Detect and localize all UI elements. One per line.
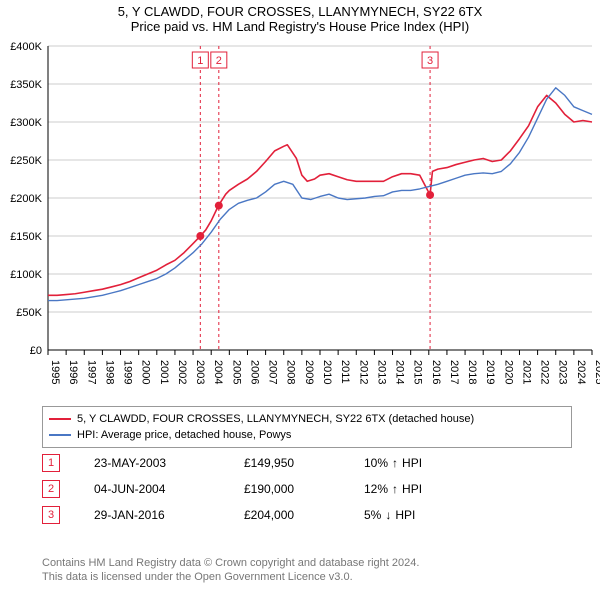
svg-text:2002: 2002 — [176, 360, 188, 384]
transaction-marker-box: 2 — [42, 480, 60, 498]
transaction-date: 29-JAN-2016 — [94, 508, 244, 522]
transaction-marker-box: 3 — [42, 506, 60, 524]
svg-text:2004: 2004 — [212, 360, 224, 384]
price-chart: £0 £50K £100K £150K £200K £250K £300K £350K £400… — [0, 40, 600, 400]
svg-text:£50K: £50K — [16, 307, 42, 319]
transaction-date: 04-JUN-2004 — [94, 482, 244, 496]
legend-label: HPI: Average price, detached house, Powy… — [77, 427, 291, 443]
svg-text:2017: 2017 — [448, 360, 460, 384]
svg-text:£200K: £200K — [10, 193, 42, 205]
svg-text:2019: 2019 — [484, 360, 496, 384]
svg-text:£300K: £300K — [10, 117, 42, 129]
svg-text:2011: 2011 — [339, 360, 351, 384]
delta-pct: 12% — [364, 482, 388, 496]
transaction-price: £149,950 — [244, 456, 364, 470]
svg-text:£0: £0 — [30, 345, 42, 357]
delta-suffix: HPI — [395, 508, 415, 522]
svg-text:1998: 1998 — [103, 360, 115, 384]
svg-text:3: 3 — [427, 55, 433, 67]
svg-text:2025: 2025 — [593, 360, 600, 384]
transaction-date: 23-MAY-2003 — [94, 456, 244, 470]
data-attribution: Contains HM Land Registry data © Crown c… — [42, 556, 419, 584]
legend: 5, Y CLAWDD, FOUR CROSSES, LLANYMYNECH, … — [42, 406, 572, 448]
legend-row: 5, Y CLAWDD, FOUR CROSSES, LLANYMYNECH, … — [49, 411, 565, 427]
arrow-down-icon: ↓ — [385, 508, 391, 522]
arrow-up-icon: ↑ — [392, 456, 398, 470]
transaction-price: £190,000 — [244, 482, 364, 496]
delta-pct: 5% — [364, 508, 381, 522]
footer-line-1: Contains HM Land Registry data © Crown c… — [42, 556, 419, 570]
arrow-up-icon: ↑ — [392, 482, 398, 496]
title-address: 5, Y CLAWDD, FOUR CROSSES, LLANYMYNECH, … — [0, 4, 600, 19]
svg-text:1997: 1997 — [85, 360, 97, 384]
transaction-delta: 12% ↑ HPI — [364, 482, 422, 496]
svg-text:£400K: £400K — [10, 41, 42, 53]
svg-text:2001: 2001 — [158, 360, 170, 384]
svg-text:2006: 2006 — [248, 360, 260, 384]
svg-text:2022: 2022 — [539, 360, 551, 384]
svg-text:2010: 2010 — [321, 360, 333, 384]
delta-suffix: HPI — [402, 482, 422, 496]
svg-text:1996: 1996 — [67, 360, 79, 384]
delta-suffix: HPI — [402, 456, 422, 470]
svg-text:£250K: £250K — [10, 155, 42, 167]
chart-titles: 5, Y CLAWDD, FOUR CROSSES, LLANYMYNECH, … — [0, 0, 600, 34]
legend-swatch — [49, 434, 71, 436]
delta-pct: 10% — [364, 456, 388, 470]
transaction-delta: 5% ↓ HPI — [364, 508, 415, 522]
title-subtitle: Price paid vs. HM Land Registry's House … — [0, 19, 600, 34]
svg-text:2005: 2005 — [230, 360, 242, 384]
transaction-row: 3 29-JAN-2016£204,0005% ↓ HPI — [42, 502, 558, 528]
svg-text:2008: 2008 — [285, 360, 297, 384]
transaction-marker-box: 1 — [42, 454, 60, 472]
svg-text:1995: 1995 — [49, 360, 61, 384]
transaction-row: 1 23-MAY-2003£149,95010% ↑ HPI — [42, 450, 558, 476]
transaction-row: 2 04-JUN-2004£190,00012% ↑ HPI — [42, 476, 558, 502]
svg-text:2018: 2018 — [466, 360, 478, 384]
transaction-delta: 10% ↑ HPI — [364, 456, 422, 470]
svg-text:2009: 2009 — [303, 360, 315, 384]
transaction-price: £204,000 — [244, 508, 364, 522]
svg-text:£100K: £100K — [10, 269, 42, 281]
svg-text:1: 1 — [197, 55, 203, 67]
svg-text:2014: 2014 — [394, 360, 406, 384]
svg-text:2000: 2000 — [140, 360, 152, 384]
svg-text:2007: 2007 — [267, 360, 279, 384]
legend-swatch — [49, 418, 71, 420]
svg-text:2020: 2020 — [502, 360, 514, 384]
svg-text:2003: 2003 — [194, 360, 206, 384]
svg-text:2015: 2015 — [412, 360, 424, 384]
svg-text:2021: 2021 — [520, 360, 532, 384]
legend-row: HPI: Average price, detached house, Powy… — [49, 427, 565, 443]
svg-text:2012: 2012 — [357, 360, 369, 384]
legend-label: 5, Y CLAWDD, FOUR CROSSES, LLANYMYNECH, … — [77, 411, 474, 427]
svg-text:£350K: £350K — [10, 79, 42, 91]
footer-line-2: This data is licensed under the Open Gov… — [42, 570, 419, 584]
svg-text:2: 2 — [216, 55, 222, 67]
svg-text:2023: 2023 — [557, 360, 569, 384]
transactions-table: 1 23-MAY-2003£149,95010% ↑ HPI 2 04-JUN-2004£… — [42, 450, 558, 528]
svg-text:1999: 1999 — [122, 360, 134, 384]
svg-text:£150K: £150K — [10, 231, 42, 243]
svg-text:2024: 2024 — [575, 360, 587, 384]
svg-text:2016: 2016 — [430, 360, 442, 384]
svg-text:2013: 2013 — [375, 360, 387, 384]
